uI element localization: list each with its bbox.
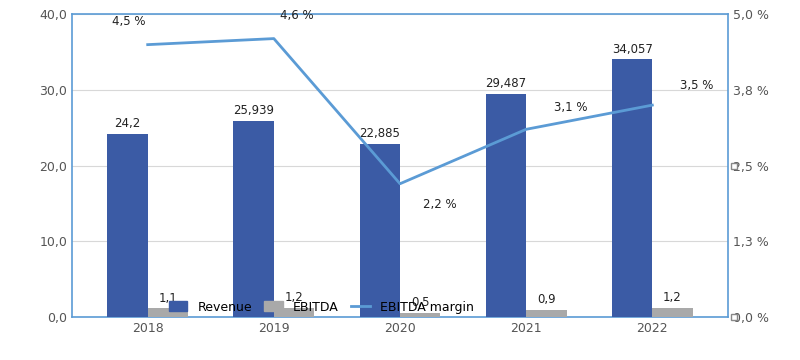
Text: 25,939: 25,939 [233,104,274,117]
Bar [274,308,314,317]
EBITDA margin [395,181,405,186]
Text: 1,1: 1,1 [158,292,178,305]
Text: 34,057: 34,057 [612,42,653,55]
Bar [148,309,188,317]
Text: 1,2: 1,2 [663,291,682,304]
Text: 0,5: 0,5 [411,296,430,309]
Bar [234,121,274,317]
Bar [400,313,440,317]
Text: 22,885: 22,885 [359,127,400,140]
Bar [526,310,566,317]
EBITDA margin [269,36,278,41]
EBITDA margin [647,103,657,107]
Bar [486,94,526,317]
Text: 1,2: 1,2 [285,291,303,304]
Text: 4,5 %: 4,5 % [112,15,146,28]
Text: 3,5 %: 3,5 % [680,79,714,92]
Bar [612,59,652,317]
Text: 0,9: 0,9 [537,293,556,306]
Text: 2,2 %: 2,2 % [422,198,456,211]
Bar [107,134,148,317]
EBITDA margin [143,42,153,47]
EBITDA margin [522,127,531,131]
Text: 4,6 %: 4,6 % [280,9,314,22]
Line: EBITDA margin: EBITDA margin [148,39,652,184]
Legend: Revenue, EBITDA, EBITDA margin: Revenue, EBITDA, EBITDA margin [169,301,474,314]
Bar [652,308,693,317]
Text: 29,487: 29,487 [486,77,526,90]
Text: 3,1 %: 3,1 % [554,101,587,114]
Text: 24,2: 24,2 [114,117,141,130]
Bar [360,144,400,317]
